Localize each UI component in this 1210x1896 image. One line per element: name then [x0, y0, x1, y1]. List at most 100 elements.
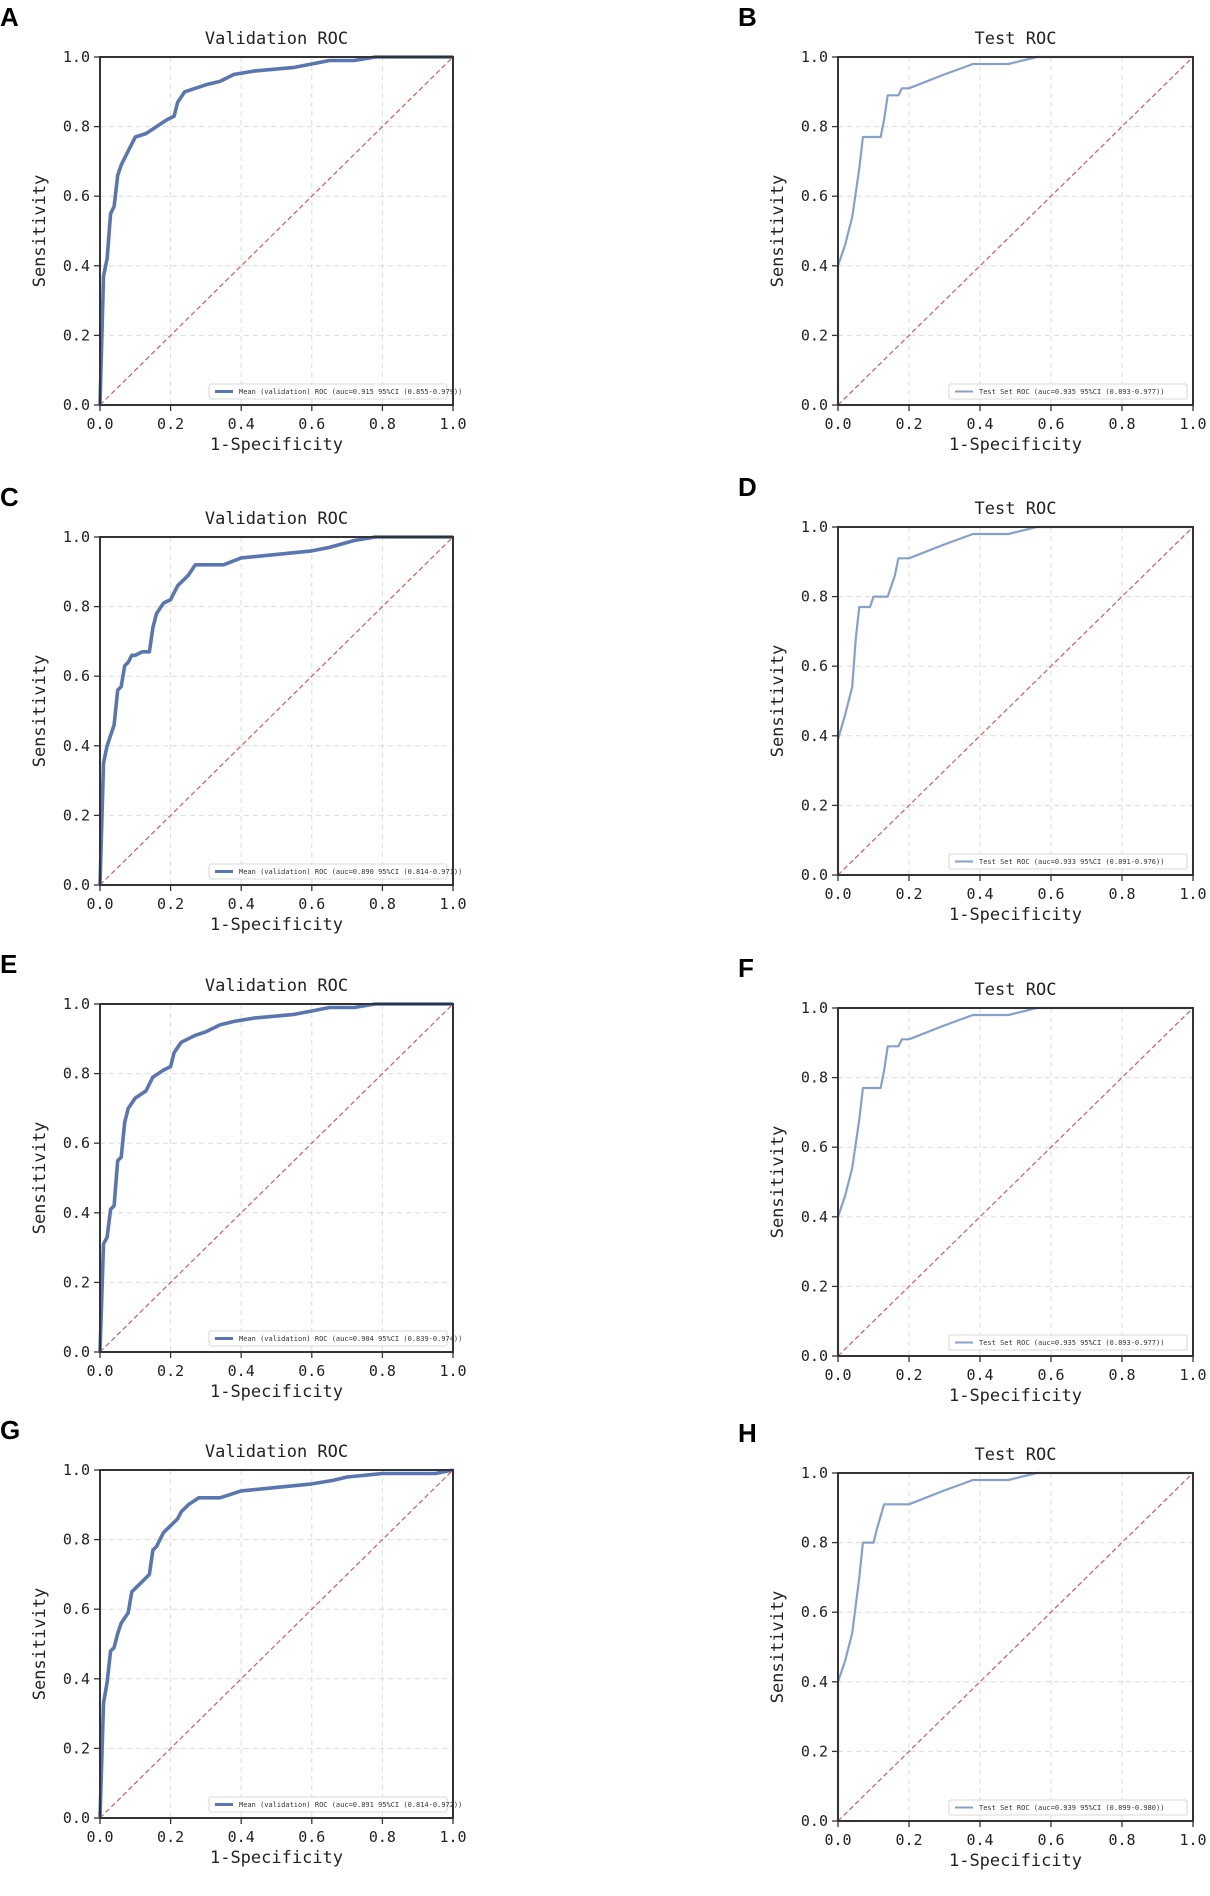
y-tick-label: 0.2: [801, 796, 828, 814]
x-tick-label: 0.2: [157, 1362, 184, 1380]
y-tick-label: 0.4: [63, 257, 90, 275]
y-tick-label: 0.6: [63, 1134, 90, 1152]
y-tick-label: 0.0: [801, 396, 828, 414]
y-tick-label: 0.4: [801, 257, 828, 275]
x-tick-label: 0.6: [298, 895, 325, 913]
y-tick-label: 0.2: [63, 1739, 90, 1757]
y-tick-label: 0.8: [63, 598, 90, 616]
legend-entry: Mean (validation) ROC (auc=0.890 95%CI (…: [239, 868, 462, 876]
chance-diagonal-line: [837, 1007, 1194, 1357]
y-tick-label: 0.4: [801, 727, 828, 745]
y-tick-label: 0.2: [63, 806, 90, 824]
x-tick-label: 0.2: [157, 1828, 184, 1846]
y-tick-label: 0.2: [63, 326, 90, 344]
panel-label-b: B: [738, 2, 757, 32]
x-tick-label: 0.4: [966, 885, 993, 903]
y-axis-label: Sensitivity: [768, 175, 788, 288]
legend-box: [208, 1330, 448, 1347]
panel-label-h: H: [738, 1418, 757, 1448]
y-tick-label: 0.2: [63, 1273, 90, 1291]
x-tick-label: 0.6: [1037, 415, 1064, 433]
y-tick-label: 0.0: [801, 1347, 828, 1365]
panel-label-c: C: [0, 482, 19, 512]
x-axis-label: 1-Specificity: [210, 1848, 343, 1868]
x-tick-label: 0.8: [1108, 1831, 1135, 1849]
x-tick-label: 0.6: [1037, 885, 1064, 903]
y-tick-label: 1.0: [63, 528, 90, 546]
roc-curve-line: [836, 1471, 1193, 1821]
y-tick-label: 0.4: [63, 1204, 90, 1222]
x-tick-label: 1.0: [1179, 1831, 1206, 1849]
y-tick-label: 0.6: [801, 657, 828, 675]
y-tick-label: 0.8: [801, 1069, 828, 1087]
legend: Test Set ROC (auc=0.935 95%CI (0.893-0.9…: [948, 1334, 1188, 1351]
plot-frame: [99, 1469, 454, 1819]
legend-entry: Test Set ROC (auc=0.935 95%CI (0.893-0.9…: [979, 388, 1164, 396]
x-tick-label: 0.6: [298, 415, 325, 433]
legend-box: [948, 1334, 1188, 1351]
y-tick-label: 0.6: [801, 187, 828, 205]
x-tick-label: 0.0: [824, 1366, 851, 1384]
chance-diagonal-line: [837, 1472, 1194, 1822]
roc-panel-d: D 0.0 0.2 0.4 0.6 0.8 1.0 0.0 0.2 0.4 0.6 0.8 1.0 Tes…: [738, 472, 1207, 925]
chance-diagonal-line: [99, 1469, 454, 1819]
plot-frame: [837, 56, 1194, 406]
y-tick-label: 0.6: [63, 667, 90, 685]
x-tick-label: 1.0: [439, 415, 466, 433]
plot-frame: [99, 56, 454, 406]
y-tick-label: 0.4: [801, 1673, 828, 1691]
y-tick-label: 0.0: [63, 1809, 90, 1827]
chart-title: Test ROC: [975, 29, 1057, 49]
chart-title: Test ROC: [975, 499, 1057, 519]
x-tick-label: 1.0: [1179, 415, 1206, 433]
y-axis-label: Sensitivity: [768, 1591, 788, 1704]
panel-label-d: D: [738, 472, 757, 502]
roc-curve-line: [98, 55, 453, 406]
legend-entry: Test Set ROC (auc=0.935 95%CI (0.893-0.9…: [979, 1339, 1164, 1347]
y-tick-label: 0.4: [63, 1670, 90, 1688]
y-tick-label: 0.8: [801, 1534, 828, 1552]
chart-title: Validation ROC: [205, 1442, 348, 1462]
x-tick-label: 0.2: [895, 885, 922, 903]
x-tick-label: 0.4: [966, 1831, 993, 1849]
x-tick-label: 0.6: [298, 1828, 325, 1846]
panel-label-a: A: [0, 2, 19, 32]
x-tick-label: 0.0: [86, 895, 113, 913]
x-axis-label: 1-Specificity: [949, 1851, 1082, 1871]
x-tick-label: 0.0: [86, 1362, 113, 1380]
y-axis-label: Sensitivity: [768, 645, 788, 758]
x-tick-label: 0.0: [824, 885, 851, 903]
legend-box: [948, 383, 1188, 400]
x-tick-label: 0.2: [895, 415, 922, 433]
y-tick-label: 0.0: [63, 876, 90, 894]
roc-curve-line: [836, 55, 1193, 405]
y-tick-label: 1.0: [801, 1464, 828, 1482]
y-tick-label: 0.2: [801, 1277, 828, 1295]
y-tick-label: 0.6: [63, 187, 90, 205]
chart-title: Validation ROC: [205, 29, 348, 49]
x-axis-label: 1-Specificity: [949, 905, 1082, 925]
y-tick-label: 0.0: [801, 866, 828, 884]
plot-frame: [837, 526, 1194, 876]
x-tick-label: 0.2: [895, 1366, 922, 1384]
x-tick-label: 0.0: [824, 1831, 851, 1849]
roc-panel-b: B 0.0 0.2 0.4 0.6 0.8 1.0 0.0 0.2 0.4 0.6 0.8 1.0 Tes…: [738, 2, 1207, 455]
y-tick-label: 0.2: [801, 326, 828, 344]
chance-diagonal-line: [99, 536, 454, 886]
x-tick-label: 0.2: [157, 895, 184, 913]
legend-box: [208, 1796, 448, 1813]
legend: Mean (validation) ROC (auc=0.890 95%CI (…: [208, 863, 462, 880]
chart-title: Test ROC: [975, 1445, 1057, 1465]
y-axis-label: Sensitivity: [30, 175, 50, 288]
y-tick-label: 0.8: [63, 118, 90, 136]
x-tick-label: 0.8: [369, 415, 396, 433]
panel-label-e: E: [0, 949, 17, 979]
legend: Test Set ROC (auc=0.939 95%CI (0.899-0.9…: [948, 1799, 1188, 1816]
legend-entry: Test Set ROC (auc=0.933 95%CI (0.891-0.9…: [979, 858, 1164, 866]
x-tick-label: 0.6: [298, 1362, 325, 1380]
y-tick-label: 1.0: [63, 48, 90, 66]
y-tick-label: 0.8: [63, 1531, 90, 1549]
x-tick-label: 0.4: [228, 895, 255, 913]
chart-title: Test ROC: [975, 980, 1057, 1000]
x-tick-label: 0.8: [369, 1362, 396, 1380]
